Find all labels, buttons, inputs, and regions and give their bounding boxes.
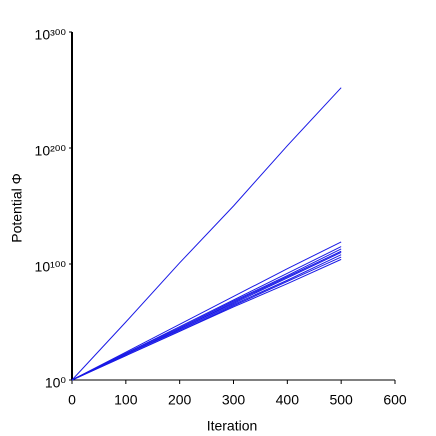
- y-tick-label: 10¹⁰⁰: [35, 259, 67, 275]
- data-line: [71, 241, 342, 381]
- data-line: [71, 258, 342, 381]
- x-tick-label: 400: [276, 392, 300, 408]
- x-tick-label: 100: [114, 392, 138, 408]
- y-tick-label: 10⁰: [45, 375, 67, 391]
- y-tick-label: 10²⁰⁰: [35, 143, 67, 159]
- x-axis-label: Iteration: [207, 418, 258, 434]
- x-tick-label: 600: [383, 392, 407, 408]
- x-tick-label: 0: [68, 392, 76, 408]
- x-tick-label: 200: [168, 392, 192, 408]
- y-tick-label: 10³⁰⁰: [35, 27, 67, 43]
- data-line: [71, 254, 342, 381]
- data-line: [71, 87, 342, 381]
- x-tick-label: 300: [222, 392, 246, 408]
- x-tick-label: 500: [329, 392, 353, 408]
- y-axis-label: Potential Φ: [9, 173, 25, 243]
- data-line: [71, 248, 342, 381]
